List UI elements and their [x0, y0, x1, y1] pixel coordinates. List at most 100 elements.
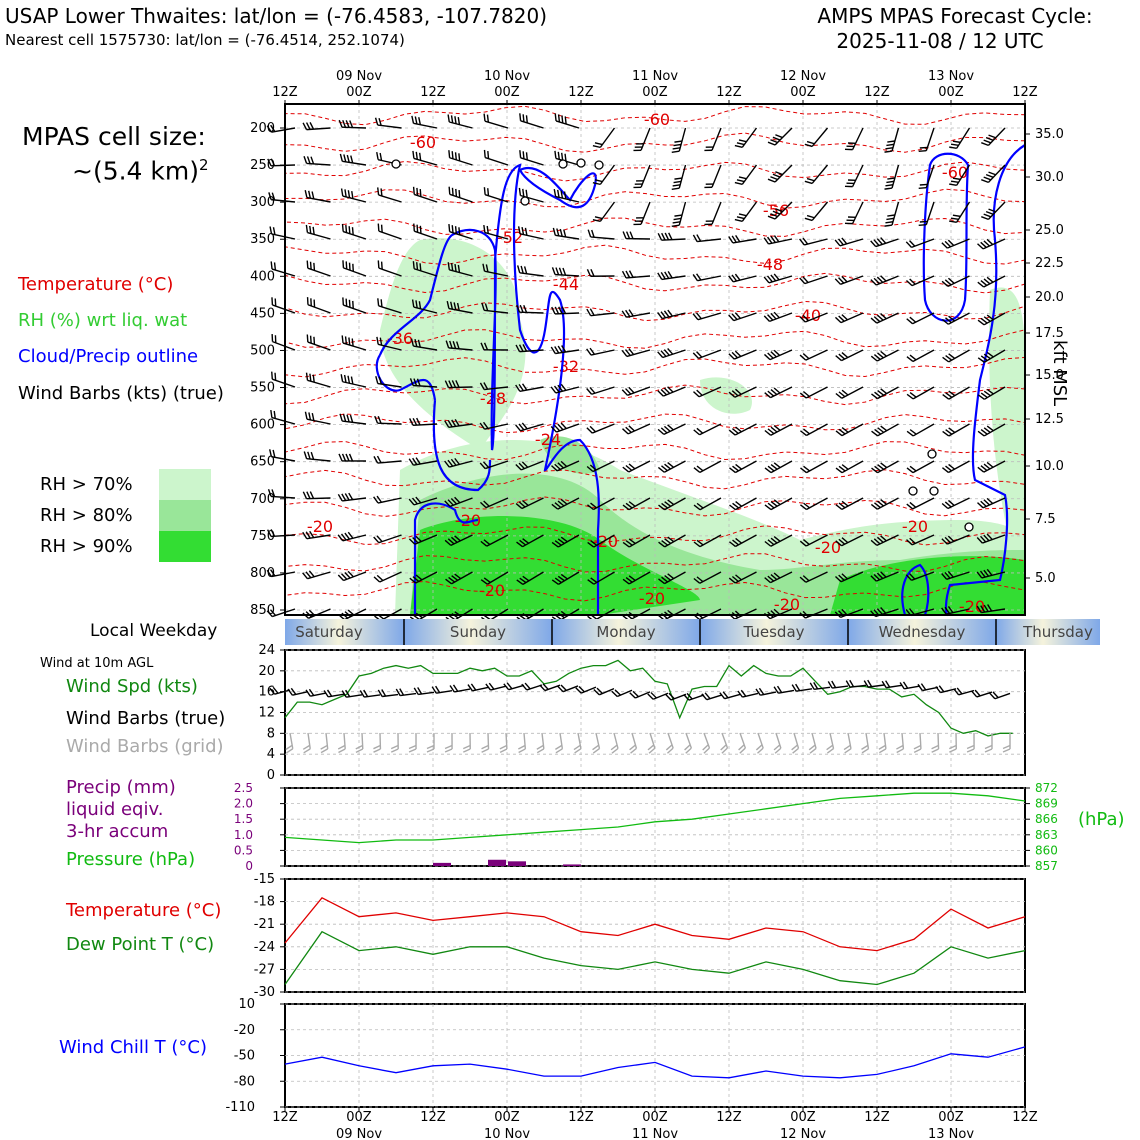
grid-wind-barb	[481, 732, 490, 753]
barb-flag	[454, 457, 460, 465]
barb-shaft	[911, 238, 935, 249]
barb-shaft	[699, 423, 722, 436]
barb-flag	[485, 264, 489, 273]
barb-flag	[770, 574, 778, 581]
barb-flag	[344, 336, 348, 345]
barb-flag	[310, 451, 315, 460]
barb-flag	[561, 345, 567, 353]
barb-flag	[519, 304, 524, 313]
barb-flag	[739, 747, 746, 754]
barb-flag	[337, 534, 344, 542]
barb-flag	[693, 429, 701, 436]
barb-flag	[764, 429, 772, 436]
barb-flag	[696, 427, 704, 434]
barb-flag	[896, 748, 904, 754]
barb-flag	[451, 187, 454, 196]
barb-shaft	[555, 349, 580, 355]
weekday-label: Saturday	[295, 623, 363, 641]
barb-shaft	[450, 534, 473, 546]
barb-flag	[661, 502, 669, 509]
barb-shaft	[774, 127, 793, 146]
barb-flag	[311, 412, 315, 421]
barb-flag	[664, 463, 671, 470]
barb-flag	[876, 608, 883, 615]
barb-flag	[412, 261, 415, 269]
barb-flag	[448, 576, 456, 583]
chill-ytick-label: -80	[234, 1074, 255, 1089]
barb-flag	[408, 538, 416, 545]
wind-barb	[341, 335, 367, 351]
barb-flag	[871, 467, 878, 474]
barb-flag	[523, 266, 528, 274]
barb-flag	[806, 177, 815, 182]
barb-flag	[728, 577, 736, 584]
wind-barb	[734, 201, 758, 223]
barb-flag	[834, 316, 842, 324]
barb-flag	[337, 574, 345, 581]
barb-flag	[660, 350, 667, 357]
isotherm-label: -52	[497, 228, 523, 247]
barb-flag	[308, 412, 312, 421]
wind-barb	[267, 488, 296, 499]
barb-flag	[525, 152, 528, 160]
barb-flag	[562, 267, 567, 276]
barb-flag	[347, 531, 354, 539]
barb-flag	[767, 352, 774, 359]
barb-shaft	[734, 423, 757, 436]
barb-flag	[763, 276, 770, 284]
barb-shaft	[925, 164, 935, 188]
barb-flag	[909, 316, 917, 323]
calm-wind-circle	[391, 159, 401, 169]
barb-flag	[704, 223, 713, 226]
wind-barb	[941, 534, 970, 545]
barb-flag	[479, 382, 485, 390]
barb-flag	[986, 461, 994, 468]
surface-wind-barb	[503, 682, 525, 691]
barb-flag	[592, 744, 600, 751]
barb-flag	[764, 540, 772, 547]
barb-flag	[587, 504, 594, 511]
barb-shaft	[883, 732, 887, 749]
wind-barb	[977, 275, 1006, 288]
barb-flag	[674, 140, 683, 143]
barb-flag	[586, 427, 593, 434]
wind-barb	[266, 569, 296, 578]
wind-barb	[447, 262, 473, 277]
barb-shaft	[733, 312, 757, 322]
barb-flag	[673, 180, 682, 184]
barb-flag	[415, 574, 423, 581]
wind-barb	[586, 347, 615, 356]
wind-barb	[446, 300, 473, 314]
wind-barb	[763, 235, 793, 245]
barb-flag	[767, 141, 776, 146]
barb-shaft	[662, 349, 686, 359]
wind-barb	[728, 571, 757, 584]
barb-flag	[988, 134, 996, 139]
barb-shaft	[741, 201, 758, 222]
barb-flag	[417, 687, 423, 695]
barb-flag	[345, 453, 350, 462]
barb-flag	[664, 501, 672, 507]
barb-flag	[449, 685, 455, 693]
kft-tick-label: 10.0	[1035, 459, 1064, 474]
barb-flag	[344, 189, 347, 198]
barb-flag	[309, 122, 315, 130]
isotherm-label: -20	[307, 517, 333, 536]
barb-flag	[826, 744, 834, 751]
precip-bar	[433, 862, 451, 866]
barb-flag	[767, 390, 775, 397]
barb-flag	[877, 352, 884, 359]
barb-shaft	[271, 608, 296, 618]
barb-flag	[661, 232, 666, 241]
barb-flag	[592, 748, 600, 754]
barb-shaft	[487, 732, 490, 750]
barb-flag	[377, 415, 382, 424]
barb-flag	[634, 220, 643, 222]
wind-barb	[693, 386, 722, 398]
grid-wind-barb	[285, 732, 294, 754]
barb-flag	[806, 140, 815, 145]
barb-flag	[844, 222, 853, 225]
barb-flag	[835, 504, 843, 510]
wind-barb	[799, 534, 828, 547]
